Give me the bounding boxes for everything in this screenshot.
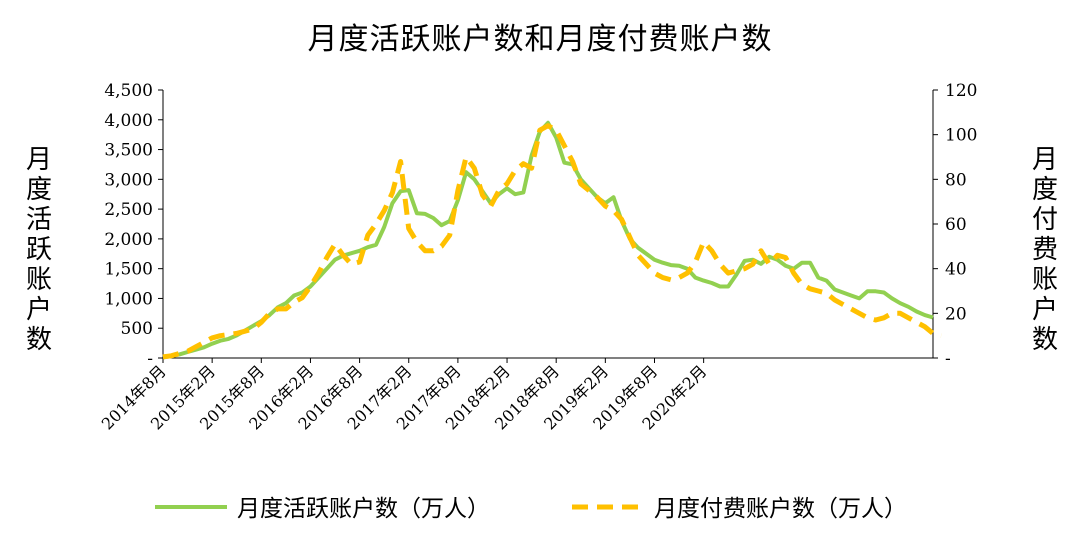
y-left-tick-label: 1,500 — [104, 260, 153, 280]
y-right-tick-label: 80 — [945, 170, 967, 190]
y-right-tick-label: - — [945, 349, 951, 369]
y-right-tick-label: 40 — [945, 260, 967, 280]
series-line-active — [162, 120, 934, 360]
y-left-tick-label: 3,500 — [104, 141, 153, 161]
y-left-tick-label: 3,000 — [104, 170, 153, 190]
y-right-tick-label: 60 — [945, 215, 967, 235]
y-left-tick-label: - — [147, 349, 153, 369]
y-left-tick-label: 4,500 — [104, 81, 153, 101]
y-axis-right-title: 月度付费账户数 — [1031, 145, 1058, 355]
y-left-tick-label: 1,000 — [104, 289, 153, 309]
y-axis-left-title: 月度活跃账户数 — [25, 145, 52, 355]
y-left-tick-label: 2,000 — [104, 230, 153, 250]
legend-label-paid: 月度付费账户数（万人） — [654, 496, 907, 522]
y-left-tick-label: 4,000 — [104, 111, 153, 131]
series-line-paid — [162, 123, 942, 360]
chart-title: 月度活跃账户数和月度付费账户数 — [307, 22, 773, 57]
y-left-tick-label: 2,500 — [104, 200, 153, 220]
y-right-tick-label: 20 — [945, 304, 967, 324]
y-right-tick-label: 100 — [945, 126, 977, 146]
y-right-tick-label: 120 — [945, 81, 977, 101]
legend-label-active: 月度活跃账户数（万人） — [237, 496, 490, 522]
y-left-tick-label: 500 — [121, 319, 153, 339]
